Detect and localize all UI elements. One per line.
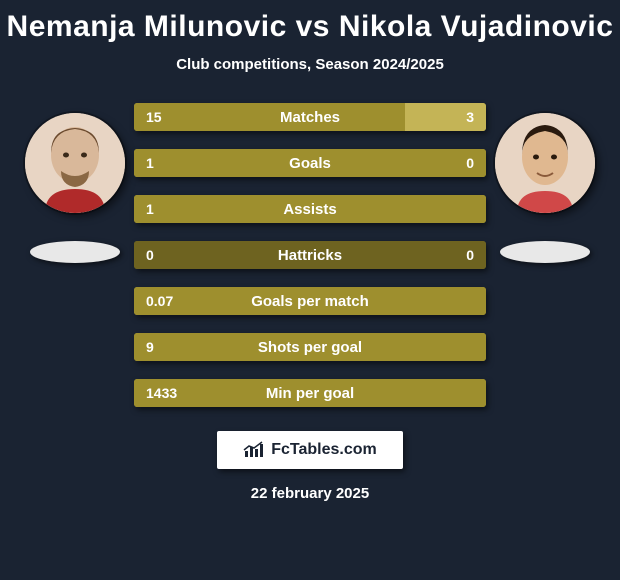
player-left-column xyxy=(20,103,130,263)
page-subtitle: Club competitions, Season 2024/2025 xyxy=(176,56,444,73)
player-right-avatar xyxy=(495,113,595,213)
logo-text: FcTables.com xyxy=(271,441,377,459)
page-title: Nemanja Milunovic vs Nikola Vujadinovic xyxy=(7,10,614,44)
chart-icon xyxy=(243,441,265,459)
infographic-container: Nemanja Milunovic vs Nikola Vujadinovic … xyxy=(0,0,620,580)
footer: FcTables.com 22 february 2025 xyxy=(217,431,403,502)
bar-value-left: 9 xyxy=(134,333,166,361)
logo-box: FcTables.com xyxy=(217,431,403,469)
player-left-avatar xyxy=(25,113,125,213)
bar-segment-left xyxy=(134,103,405,131)
bar-value-right: 0 xyxy=(454,241,486,269)
bar-value-left: 1 xyxy=(134,195,166,223)
bar-segment-left xyxy=(134,333,486,361)
stat-bar: 9Shots per goal xyxy=(134,333,486,361)
bar-value-left: 15 xyxy=(134,103,174,131)
stats-bars: 153Matches10Goals1Assists00Hattricks0.07… xyxy=(130,103,490,407)
player-right-column xyxy=(490,103,600,263)
bar-value-left: 1433 xyxy=(134,379,189,407)
stat-bar: 1Assists xyxy=(134,195,486,223)
bar-segment-left xyxy=(134,149,486,177)
bar-value-right: 3 xyxy=(454,103,486,131)
bar-value-right: 0 xyxy=(454,149,486,177)
stat-bar: 00Hattricks xyxy=(134,241,486,269)
stat-bar: 1433Min per goal xyxy=(134,379,486,407)
stat-bar: 0.07Goals per match xyxy=(134,287,486,315)
bar-value-left: 0 xyxy=(134,241,166,269)
stat-bar: 153Matches xyxy=(134,103,486,131)
player-right-shadow xyxy=(500,241,590,263)
bar-segment-left xyxy=(134,287,486,315)
bar-value-left: 1 xyxy=(134,149,166,177)
main-row: 153Matches10Goals1Assists00Hattricks0.07… xyxy=(0,103,620,407)
bar-segment-left xyxy=(134,195,486,223)
date-text: 22 february 2025 xyxy=(251,485,369,502)
stat-bar: 10Goals xyxy=(134,149,486,177)
bar-value-left: 0.07 xyxy=(134,287,185,315)
player-left-shadow xyxy=(30,241,120,263)
